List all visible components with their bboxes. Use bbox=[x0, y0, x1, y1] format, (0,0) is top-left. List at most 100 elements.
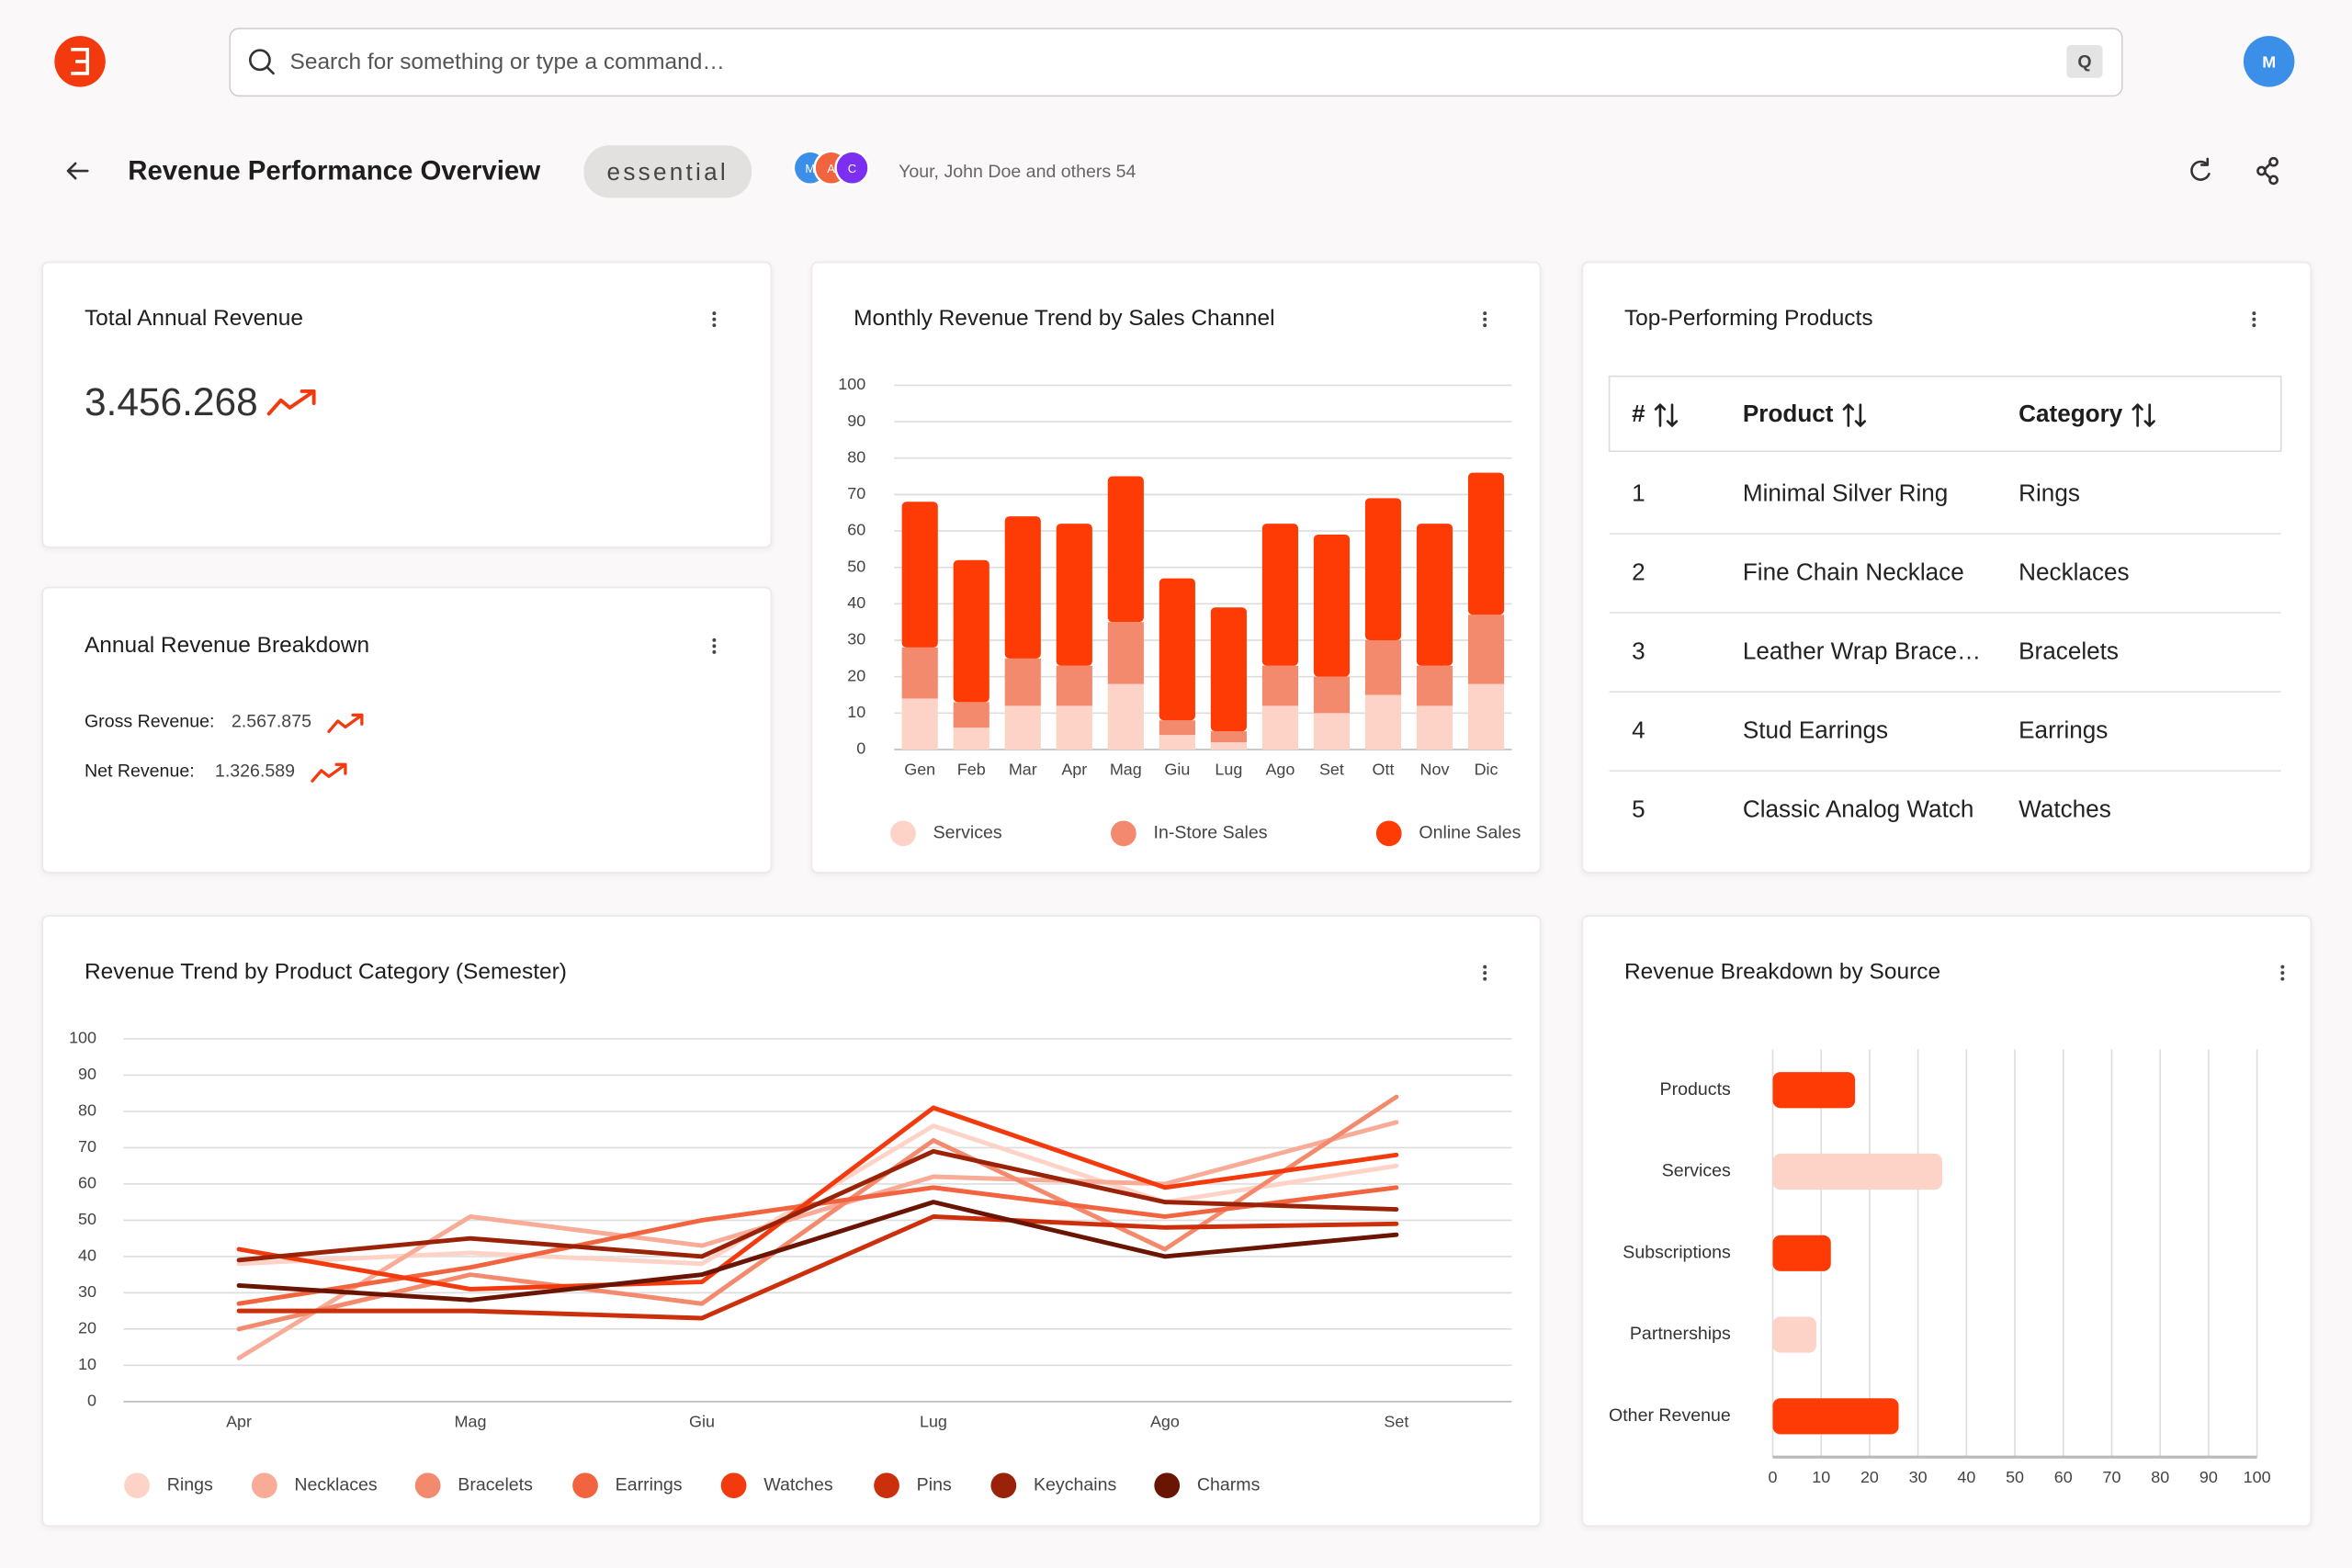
x-tick-label: Set bbox=[1319, 761, 1344, 779]
bar-segment bbox=[1416, 524, 1453, 666]
legend-label[interactable]: Necklaces bbox=[294, 1474, 378, 1495]
table-cell: Minimal Silver Ring bbox=[1743, 479, 1948, 506]
badge-label: essential bbox=[607, 158, 729, 186]
menu-dot bbox=[2252, 323, 2256, 328]
legend-label[interactable]: Online Sales bbox=[1419, 823, 1521, 843]
legend-swatch[interactable] bbox=[890, 820, 916, 847]
sort-icon[interactable] bbox=[2132, 403, 2155, 427]
bar bbox=[1772, 1235, 1831, 1271]
bar-segment bbox=[953, 702, 989, 728]
y-tick-label: 10 bbox=[78, 1355, 96, 1373]
legend-label[interactable]: Charms bbox=[1197, 1474, 1261, 1495]
sort-icon[interactable] bbox=[1842, 403, 1867, 427]
bar-segment bbox=[1416, 665, 1453, 706]
logo[interactable] bbox=[54, 36, 106, 87]
menu-dot bbox=[2252, 311, 2256, 316]
y-tick-label: 60 bbox=[847, 521, 865, 539]
card bbox=[41, 586, 773, 874]
bar-segment bbox=[901, 502, 938, 648]
menu-dot bbox=[712, 637, 717, 642]
bar-segment bbox=[1056, 524, 1092, 666]
refresh-button[interactable] bbox=[2190, 157, 2211, 181]
search-icon-handle bbox=[266, 66, 275, 75]
legend-swatch[interactable] bbox=[1154, 1472, 1181, 1499]
legend-label[interactable]: Bracelets bbox=[458, 1474, 533, 1495]
bar bbox=[1772, 1153, 1942, 1190]
legend-swatch[interactable] bbox=[251, 1472, 277, 1499]
share-link bbox=[2263, 162, 2272, 180]
legend-swatch[interactable] bbox=[720, 1472, 747, 1499]
card bbox=[41, 261, 773, 548]
bar-segment bbox=[1364, 694, 1402, 750]
menu-button[interactable] bbox=[1483, 311, 1487, 328]
table: # Product Category 1 Minimal Silver Ring Ring… bbox=[1609, 400, 2281, 823]
line bbox=[236, 1200, 1399, 1303]
bar-segment bbox=[1467, 683, 1505, 750]
x-tick-label: 60 bbox=[2054, 1468, 2073, 1486]
bar-segment bbox=[1313, 534, 1351, 677]
card bbox=[1581, 915, 2312, 1528]
menu-dot bbox=[2280, 971, 2285, 976]
x-tick-label: Ott bbox=[1373, 761, 1395, 779]
legend-swatch[interactable] bbox=[1375, 820, 1402, 847]
search-box[interactable] bbox=[229, 28, 2123, 97]
legend-label[interactable]: Watches bbox=[763, 1474, 833, 1495]
column-header[interactable]: Category bbox=[2018, 400, 2123, 427]
legend-label[interactable]: In-Store Sales bbox=[1154, 823, 1268, 843]
bar-segment bbox=[1467, 472, 1505, 615]
menu-button[interactable] bbox=[712, 311, 717, 328]
legend-label[interactable]: Earrings bbox=[616, 1474, 683, 1495]
legend-swatch[interactable] bbox=[990, 1472, 1017, 1499]
menu-dot bbox=[1483, 311, 1487, 316]
bar bbox=[1772, 1072, 1856, 1109]
table-cell: Fine Chain Necklace bbox=[1743, 558, 1964, 586]
bar-segment bbox=[1056, 665, 1092, 706]
legend-swatch[interactable] bbox=[124, 1472, 150, 1499]
menu-dot bbox=[1483, 976, 1487, 981]
column-header[interactable]: # bbox=[1632, 400, 1645, 427]
bar-segment bbox=[953, 728, 989, 750]
menu-button[interactable] bbox=[712, 637, 717, 654]
menu-button[interactable] bbox=[2252, 311, 2256, 328]
legend-label[interactable]: Pins bbox=[917, 1474, 952, 1495]
sort-icon[interactable] bbox=[1654, 403, 1679, 427]
shortcut-key bbox=[2066, 44, 2103, 78]
table-cell: 2 bbox=[1632, 558, 1645, 586]
menu-button[interactable] bbox=[1483, 964, 1487, 981]
x-tick-label: Giu bbox=[689, 1412, 715, 1430]
user-avatar[interactable] bbox=[2243, 36, 2295, 87]
legend-label[interactable]: Rings bbox=[167, 1474, 213, 1495]
legend-swatch[interactable] bbox=[874, 1472, 899, 1499]
bar-segment bbox=[1210, 607, 1247, 732]
y-tick-label: 30 bbox=[78, 1282, 96, 1301]
bar-segment bbox=[1416, 705, 1453, 750]
page-title: Revenue Performance Overview bbox=[128, 155, 540, 186]
logo-mark bbox=[71, 48, 90, 75]
legend-swatch[interactable] bbox=[414, 1472, 441, 1499]
card-title: Annual Revenue Breakdown bbox=[85, 633, 369, 658]
menu-button[interactable] bbox=[2280, 964, 2285, 981]
table-header bbox=[1608, 375, 2282, 453]
legend-swatch[interactable] bbox=[572, 1472, 598, 1499]
menu-dot bbox=[1483, 317, 1487, 321]
share-node bbox=[2268, 156, 2278, 167]
share-button[interactable] bbox=[2256, 156, 2278, 186]
legend-label[interactable]: Services bbox=[933, 823, 1002, 843]
table-cell: 1 bbox=[1632, 479, 1645, 506]
menu-dot bbox=[712, 311, 717, 316]
bar-segment bbox=[1004, 516, 1041, 659]
y-tick-label: 70 bbox=[78, 1137, 96, 1156]
y-tick-label: 60 bbox=[78, 1174, 96, 1192]
y-tick-label: 20 bbox=[78, 1319, 96, 1337]
x-tick-label: Apr bbox=[226, 1412, 252, 1430]
x-tick-label: 50 bbox=[2006, 1468, 2024, 1486]
card-title: Revenue Breakdown by Source bbox=[1624, 960, 1940, 985]
menu-dot bbox=[712, 649, 717, 654]
legend-swatch[interactable] bbox=[1111, 820, 1136, 847]
back-button[interactable] bbox=[66, 162, 89, 180]
menu-dot bbox=[2280, 964, 2285, 969]
bar-segment bbox=[1261, 705, 1299, 750]
column-header[interactable]: Product bbox=[1743, 400, 1834, 427]
bar-segment bbox=[1107, 683, 1144, 750]
legend-label[interactable]: Keychains bbox=[1034, 1474, 1117, 1495]
